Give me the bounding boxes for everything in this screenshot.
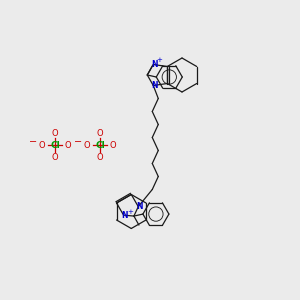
Text: O: O bbox=[65, 140, 71, 149]
Text: O: O bbox=[39, 140, 45, 149]
Text: N: N bbox=[151, 81, 158, 90]
Text: O: O bbox=[52, 128, 58, 137]
Text: Cl: Cl bbox=[95, 140, 105, 149]
Text: O: O bbox=[97, 128, 103, 137]
Text: −: − bbox=[29, 137, 37, 147]
Text: −: − bbox=[74, 137, 82, 147]
Text: N: N bbox=[121, 211, 128, 220]
Text: O: O bbox=[110, 140, 116, 149]
Text: Cl: Cl bbox=[50, 140, 60, 149]
Text: O: O bbox=[52, 152, 58, 161]
Text: +: + bbox=[156, 58, 162, 64]
Text: O: O bbox=[84, 140, 90, 149]
Text: +: + bbox=[128, 209, 134, 215]
Text: N: N bbox=[136, 202, 142, 211]
Text: O: O bbox=[97, 152, 103, 161]
Text: N: N bbox=[151, 60, 158, 69]
